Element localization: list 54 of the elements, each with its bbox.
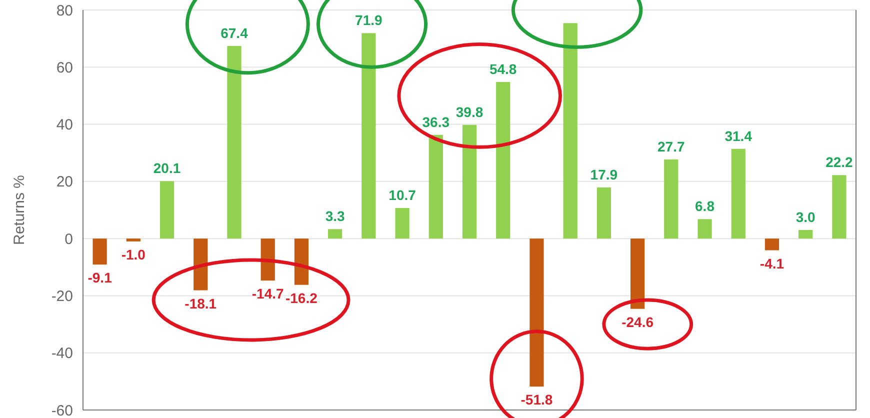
- y-tick-label: -60: [51, 402, 73, 418]
- bar: [92, 238, 107, 265]
- bar: [462, 124, 477, 239]
- data-label: -14.7: [252, 286, 284, 302]
- data-label: -51.8: [520, 392, 553, 408]
- bar: [362, 33, 376, 239]
- bar: [563, 23, 578, 239]
- bar: [832, 175, 846, 239]
- bar: [664, 159, 678, 239]
- y-tick-label: -20: [51, 288, 73, 305]
- data-label: 54.8: [489, 61, 517, 77]
- data-label: -1.0: [121, 246, 146, 262]
- data-label: 20.1: [153, 160, 181, 176]
- bar: [160, 181, 174, 239]
- y-tick-label: -40: [51, 345, 73, 362]
- data-label: 3.0: [796, 209, 816, 225]
- bar: [496, 82, 510, 239]
- data-label: 6.8: [695, 198, 715, 214]
- data-label: -18.1: [184, 295, 217, 312]
- bar: [596, 187, 611, 239]
- bar: [530, 238, 544, 387]
- y-tick-label: 60: [56, 59, 73, 76]
- data-label: -9.1: [88, 270, 112, 286]
- data-label: -24.6: [622, 314, 654, 330]
- data-label: 10.7: [388, 187, 416, 203]
- data-label: -16.2: [285, 290, 318, 306]
- data-label: 27.7: [658, 138, 685, 154]
- y-tick-label: 80: [56, 2, 73, 20]
- data-label: 39.8: [456, 104, 484, 120]
- bar: [260, 238, 275, 281]
- bar: [630, 238, 645, 309]
- bar: [227, 46, 242, 239]
- y-tick-label: 40: [56, 116, 73, 134]
- data-label: -4.1: [760, 255, 784, 272]
- data-label: 3.3: [325, 208, 346, 224]
- bar: [428, 134, 443, 239]
- bar: [698, 219, 712, 239]
- bar: [395, 208, 410, 239]
- data-label: 22.2: [826, 154, 854, 170]
- data-label: 71.9: [355, 12, 383, 28]
- data-label: 67.4: [220, 25, 248, 41]
- y-axis-title: Returns %: [11, 174, 28, 246]
- y-tick-label: 20: [56, 174, 73, 191]
- bar: [126, 238, 140, 242]
- bar: [798, 230, 813, 239]
- data-label: 31.4: [724, 128, 752, 144]
- data-label: 17.9: [590, 166, 618, 182]
- bar: [731, 148, 746, 239]
- bar: [294, 238, 309, 285]
- bar: [328, 229, 342, 239]
- data-label: 36.3: [422, 114, 450, 130]
- bar: [764, 238, 780, 250]
- y-tick-label: 0: [64, 230, 73, 248]
- bar: [194, 238, 208, 290]
